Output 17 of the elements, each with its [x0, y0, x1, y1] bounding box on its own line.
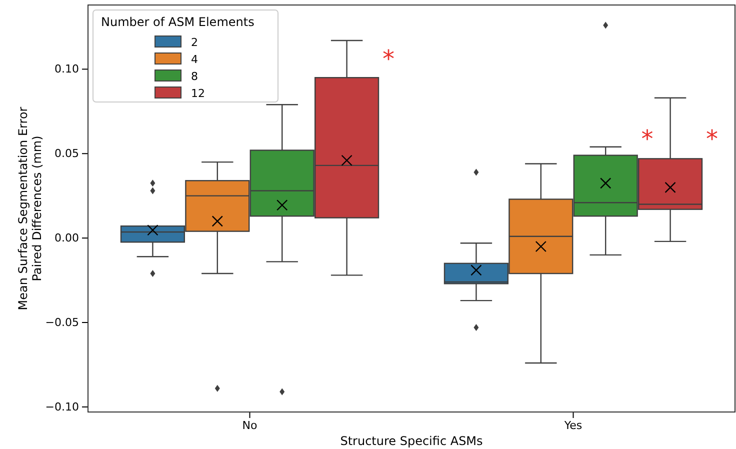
annotation: *	[382, 45, 395, 73]
y-tick-label: −0.10	[45, 400, 79, 414]
x-tick-label: No	[242, 418, 258, 432]
legend-title: Number of ASM Elements	[101, 15, 254, 29]
x-tick-label: Yes	[563, 418, 582, 432]
y-axis-title: Mean Surface Segmentation Error Paired Differences (mm)	[16, 106, 44, 310]
y-tick-label: 0.05	[54, 147, 79, 160]
annotation: *	[706, 125, 718, 153]
y-tick-label: −0.05	[45, 316, 79, 330]
legend-label: 12	[191, 87, 205, 100]
x-axis-title: Structure Specific ASMs	[340, 434, 483, 448]
y-tick-label: 0.00	[54, 232, 79, 245]
y-tick-label: 0.10	[54, 62, 79, 76]
legend-label: 8	[191, 70, 198, 83]
annotation: *	[641, 125, 654, 153]
legend-label: 4	[191, 53, 198, 66]
legend-label: 2	[191, 36, 198, 49]
